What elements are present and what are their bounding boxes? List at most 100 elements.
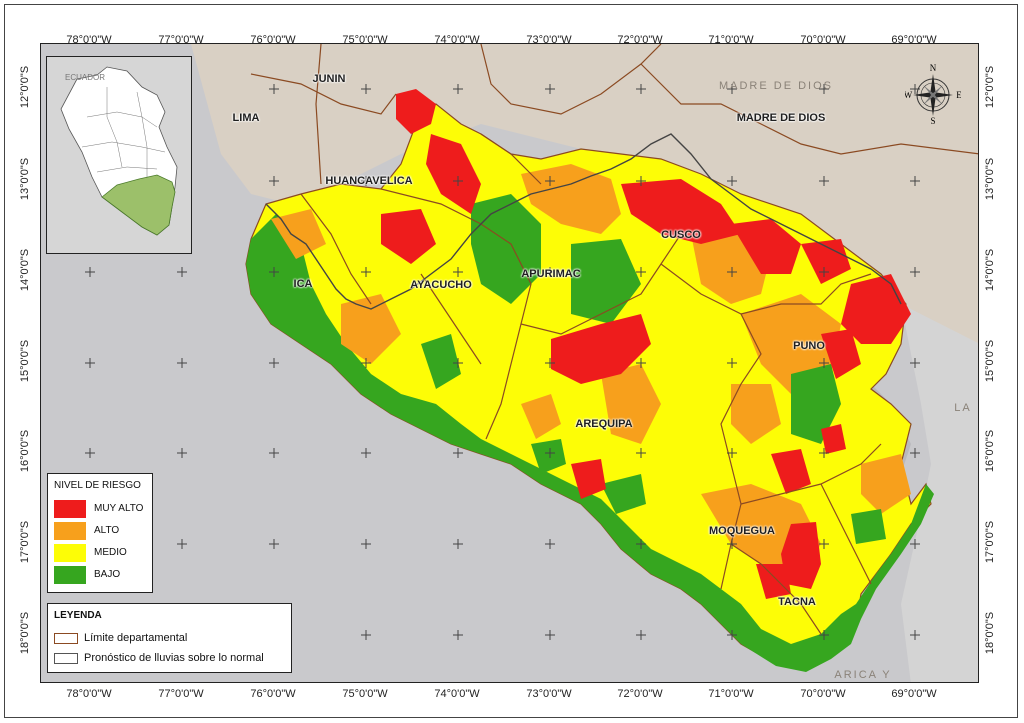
latitude-label-left: 16°0'0"S <box>19 429 31 473</box>
label-ica: ICA <box>293 278 313 290</box>
longitude-label-top: 72°0'0"W <box>617 34 663 46</box>
risk-region-bajo-4 <box>421 334 461 389</box>
risk-region-muy-alto-13 <box>571 459 606 499</box>
risk-region-muy-alto-4 <box>731 219 801 274</box>
label-madre-de-dios: MADRE DE DIOS <box>736 112 826 124</box>
risk-region-muy-alto-9 <box>821 329 861 379</box>
longitude-label-top: 78°0'0"W <box>66 34 112 46</box>
north-arrow-compass: N S W E <box>904 62 963 126</box>
longitude-label-top: 69°0'0"W <box>891 34 937 46</box>
risk-swatch-bajo <box>54 566 86 584</box>
legend-label-departmental-limit: Límite departamental <box>84 632 188 644</box>
latitude-label-right: 16°0'0"S <box>984 429 996 473</box>
risk-region-alto-5 <box>341 294 401 364</box>
longitude-label-bottom: 72°0'0"W <box>617 688 663 700</box>
risk-region-bajo-5 <box>531 439 566 474</box>
longitude-label-bottom: 69°0'0"W <box>891 688 937 700</box>
risk-label-bajo: BAJO <box>94 569 121 580</box>
bolivia-terrain <box>901 304 978 682</box>
risk-region-alto-7 <box>861 454 911 514</box>
inland-terrain <box>191 44 978 461</box>
risk-label-muy-alto: MUY ALTO <box>94 503 144 514</box>
risk-region-alto-8 <box>731 384 781 444</box>
compass-w: W <box>905 90 913 100</box>
map-legend: LEYENDA Límite departamental Pronóstico … <box>47 603 292 673</box>
risk-region-muy-alto-1 <box>396 89 436 134</box>
risk-swatch-medio <box>54 544 86 562</box>
compass-s: S <box>930 116 935 124</box>
risk-label-medio: MEDIO <box>94 547 127 558</box>
latitude-label-left: 13°0'0"S <box>19 157 31 201</box>
risk-region-muy-alto-12 <box>756 564 791 599</box>
risk-region-muy-alto-6 <box>841 274 911 344</box>
longitude-label-top: 76°0'0"W <box>250 34 296 46</box>
latitude-label-right: 18°0'0"S <box>984 611 996 655</box>
risk-region-bajo-6 <box>601 474 646 514</box>
longitude-label-bottom: 71°0'0"W <box>708 688 754 700</box>
latitude-label-left: 18°0'0"S <box>19 611 31 655</box>
longitude-label-bottom: 78°0'0"W <box>66 688 112 700</box>
legend-swatch-departmental-limit <box>54 633 78 644</box>
longitude-label-bottom: 73°0'0"W <box>526 688 572 700</box>
risk-region-muy-alto-10 <box>771 449 811 494</box>
inset-svg <box>60 66 178 236</box>
inset-department-lines <box>81 87 166 177</box>
compass-e: E <box>956 90 961 100</box>
inset-study-area <box>101 174 176 236</box>
longitude-label-top: 71°0'0"W <box>708 34 754 46</box>
longitude-label-top: 70°0'0"W <box>800 34 846 46</box>
latitude-label-right: 12°0'0"S <box>984 65 996 109</box>
label-la: LA <box>954 402 972 414</box>
longitude-label-bottom: 70°0'0"W <box>800 688 846 700</box>
label-apurimac: APURIMAC <box>521 268 581 280</box>
label-tacna: TACNA <box>778 596 816 608</box>
longitude-label-top: 75°0'0"W <box>342 34 388 46</box>
label-huancavelica: HUANCAVELICA <box>325 175 413 187</box>
legend-label-rainfall-forecast: Pronóstico de lluvias sobre lo normal <box>84 652 264 664</box>
map-canvas[interactable]: JUNIN LIMA HUANCAVELICA ICA AYACUCHO APU… <box>40 43 979 683</box>
latitude-label-left: 14°0'0"S <box>19 248 31 292</box>
compass-n: N <box>930 63 937 73</box>
department-boundaries <box>250 44 978 635</box>
risk-swatch-muy-alto <box>54 500 86 518</box>
risk-swatch-alto <box>54 522 86 540</box>
latitude-label-left: 15°0'0"S <box>19 339 31 383</box>
risk-level-legend: NIVEL DE RIESGO MUY ALTO ALTO MEDIO BAJO <box>47 473 153 593</box>
risk-region-muy-alto-2 <box>426 134 481 214</box>
label-junin: JUNIN <box>312 73 346 85</box>
risk-region-bajo-3 <box>791 364 841 444</box>
risk-region-muy-alto-3 <box>621 179 741 244</box>
risk-region-bajo-1 <box>471 194 541 304</box>
longitude-label-bottom: 76°0'0"W <box>250 688 296 700</box>
risk-region-alto-4 <box>601 364 661 444</box>
latitude-label-right: 15°0'0"S <box>984 339 996 383</box>
label-moquegua: MOQUEGUA <box>709 525 775 537</box>
label-madre-de-dios-faint: MADRE DE DIOS <box>718 80 834 92</box>
label-lima: LIMA <box>232 112 260 124</box>
longitude-label-top: 74°0'0"W <box>434 34 480 46</box>
label-ayacucho: AYACUCHO <box>410 279 472 291</box>
latitude-label-left: 12°0'0"S <box>19 65 31 109</box>
longitude-label-top: 73°0'0"W <box>526 34 572 46</box>
risk-region-muy-alto-11 <box>781 522 821 589</box>
latitude-label-right: 17°0'0"S <box>984 520 996 564</box>
label-arequipa: AREQUIPA <box>575 418 633 430</box>
risk-legend-title: NIVEL DE RIESGO <box>54 480 141 491</box>
latitude-label-right: 14°0'0"S <box>984 248 996 292</box>
risk-region-muy-alto-14 <box>821 424 846 454</box>
label-puno: PUNO <box>793 340 825 352</box>
latitude-label-left: 17°0'0"S <box>19 520 31 564</box>
map-svg <box>85 44 978 682</box>
risk-region-bajo-7 <box>851 509 886 544</box>
risk-label-alto: ALTO <box>94 525 120 536</box>
label-cusco: CUSCO <box>661 229 701 241</box>
map-frame <box>4 4 1018 718</box>
risk-region-alto-10 <box>271 209 326 259</box>
longitude-label-bottom: 74°0'0"W <box>434 688 480 700</box>
risk-region-alto-9 <box>521 394 561 439</box>
legend-swatch-rainfall-forecast <box>54 653 78 664</box>
risk-region-muy-alto-7 <box>551 314 651 384</box>
label-arica: ARICA Y <box>834 669 892 681</box>
risk-region-muy-alto-8 <box>381 209 436 264</box>
inset-label-ecuador: ECUADOR <box>65 73 106 82</box>
